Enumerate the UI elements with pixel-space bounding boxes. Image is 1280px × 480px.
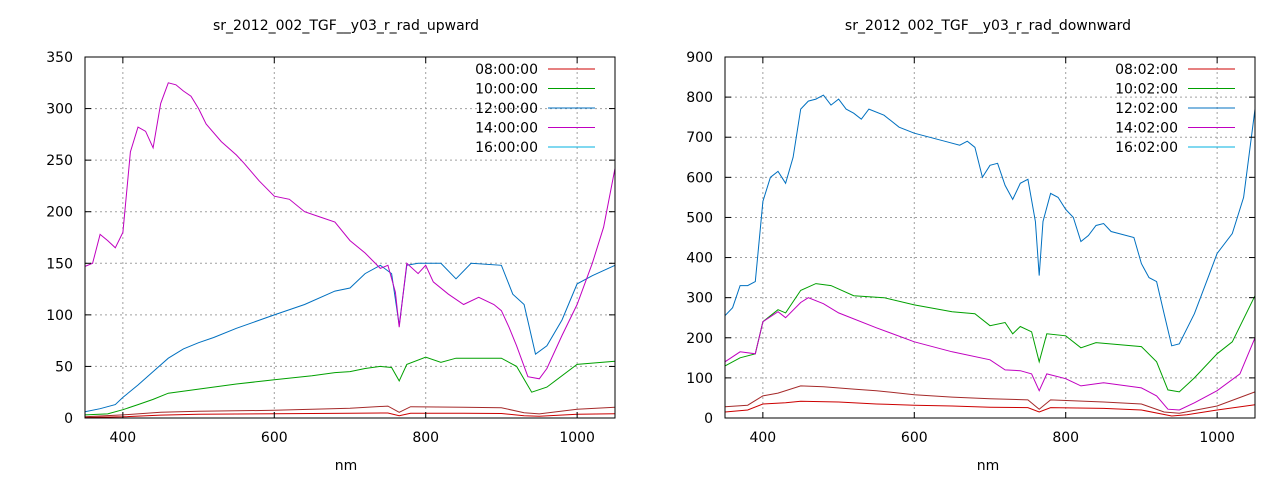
series-line — [724, 297, 1256, 411]
y-tick-label: 0 — [704, 411, 713, 427]
y-tick-label: 300 — [46, 102, 73, 118]
upward-radiance-chart: sr_2012_002_TGF__y03_r_rad_upward nm 400… — [46, 18, 616, 474]
legend-label: 14:00:00 — [475, 121, 538, 137]
series-line — [724, 400, 1256, 417]
series-line — [84, 82, 616, 380]
chart-title: sr_2012_002_TGF__y03_r_rad_downward — [845, 18, 1131, 34]
series-line — [724, 94, 1256, 347]
plot-frame — [84, 56, 616, 419]
y-tick-label: 100 — [46, 308, 73, 324]
y-tick-label: 250 — [46, 153, 73, 169]
legend-label: 10:02:00 — [1115, 82, 1178, 98]
downward-radiance-chart: sr_2012_002_TGF__y03_r_rad_downward nm 4… — [686, 18, 1256, 474]
x-tick-label: 800 — [412, 430, 439, 446]
y-tick-label: 900 — [686, 50, 713, 66]
y-tick-label: 350 — [46, 50, 73, 66]
x-tick-label: 400 — [749, 430, 776, 446]
legend-label: 12:00:00 — [475, 101, 538, 117]
legend-label: 10:00:00 — [475, 82, 538, 98]
chart-title: sr_2012_002_TGF__y03_r_rad_upward — [213, 18, 479, 34]
legend-label: 08:00:00 — [475, 62, 538, 78]
legend-label: 16:00:00 — [475, 140, 538, 156]
x-tick-label: 600 — [901, 430, 928, 446]
y-tick-label: 300 — [686, 291, 713, 307]
x-tick-label: 1000 — [1199, 430, 1235, 446]
series-line — [724, 385, 1256, 414]
series-line — [724, 283, 1256, 393]
x-axis-label: nm — [977, 458, 1000, 474]
legend-label: 14:02:00 — [1115, 121, 1178, 137]
y-tick-label: 100 — [686, 371, 713, 387]
y-tick-label: 700 — [686, 130, 713, 146]
series-line — [84, 412, 616, 418]
series-line — [84, 356, 616, 416]
y-tick-label: 0 — [64, 411, 73, 427]
legend-label: 16:02:00 — [1115, 140, 1178, 156]
y-tick-label: 150 — [46, 256, 73, 272]
legend-label: 12:02:00 — [1115, 101, 1178, 117]
y-tick-label: 200 — [46, 205, 73, 221]
series-line — [84, 262, 616, 413]
y-tick-label: 50 — [55, 359, 73, 375]
series-line — [84, 405, 616, 418]
x-axis-label: nm — [335, 458, 358, 474]
y-tick-label: 400 — [686, 251, 713, 267]
x-tick-label: 1000 — [559, 430, 595, 446]
plot-frame — [724, 56, 1256, 419]
y-tick-label: 500 — [686, 210, 713, 226]
y-tick-label: 200 — [686, 331, 713, 347]
y-tick-label: 800 — [686, 90, 713, 106]
x-tick-label: 800 — [1052, 430, 1079, 446]
x-tick-label: 600 — [261, 430, 288, 446]
legend-label: 08:02:00 — [1115, 62, 1178, 78]
y-tick-label: 600 — [686, 170, 713, 186]
x-tick-label: 400 — [109, 430, 136, 446]
